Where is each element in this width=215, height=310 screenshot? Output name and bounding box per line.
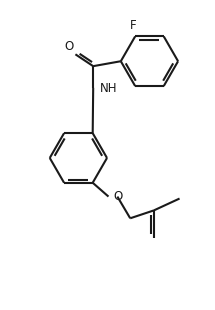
Text: NH: NH [100,82,118,95]
Text: O: O [114,190,123,203]
Text: F: F [130,19,137,32]
Text: O: O [65,40,74,53]
